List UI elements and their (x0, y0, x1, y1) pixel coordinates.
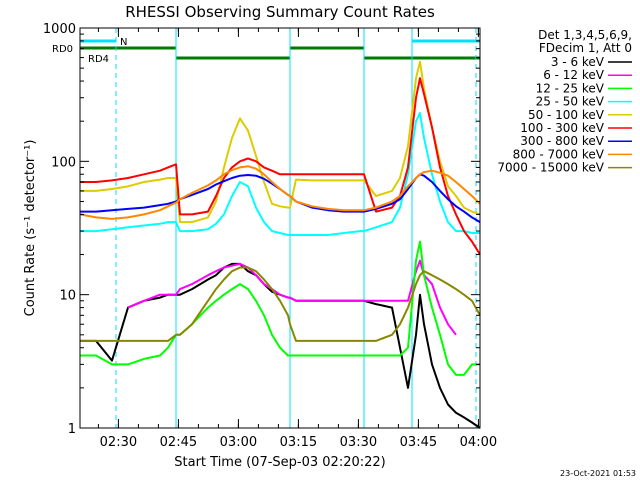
series-line-7 (79, 165, 481, 220)
flag-label-rd0: RD0 (52, 44, 73, 55)
series-line-1 (127, 259, 457, 336)
legend-label: 25 - 50 keV (536, 95, 605, 109)
series-line-3 (80, 112, 480, 236)
series-layer (79, 60, 481, 429)
legend-header-line-2: FDecim 1, Att 0 (539, 41, 632, 55)
series-line-5 (80, 77, 481, 256)
x-tick-label: 02:30 (100, 435, 137, 450)
legend-label: 12 - 25 keV (536, 81, 605, 95)
legend-header-line-1: Det 1,3,4,5,6,9, (538, 28, 632, 42)
timestamp: 23-Oct-2021 01:53 (560, 469, 636, 478)
y-tick-label: 1000 (43, 22, 76, 37)
x-tick-label: 02:45 (160, 435, 197, 450)
y-axis: 1 10 100 1000 (43, 22, 480, 437)
legend-label: 50 - 100 keV (528, 108, 605, 122)
x-tick-label: 03:00 (220, 435, 257, 450)
x-axis-label: Start Time (07-Sep-03 02:20:22) (174, 455, 385, 470)
legend-label: 100 - 300 keV (520, 121, 604, 135)
x-axis: 02:30 02:45 03:00 03:15 03:30 03:45 04:00 (97, 28, 497, 450)
flag-label-n: N (120, 37, 127, 48)
y-axis-label: Count Rate (s⁻¹ detector⁻¹) (23, 140, 38, 317)
flags-layer: N RD0 RD4 (52, 37, 480, 65)
chart-title: RHESSI Observing Summary Count Rates (125, 3, 435, 21)
legend: Det 1,3,4,5,6,9,FDecim 1, Att 03 - 6 keV… (497, 28, 632, 175)
x-tick-label: 04:00 (460, 435, 497, 450)
x-tick-label: 03:45 (400, 435, 437, 450)
x-tick-label: 03:30 (340, 435, 377, 450)
series-line-8 (80, 266, 481, 342)
legend-label: 6 - 12 keV (543, 68, 605, 82)
legend-label: 300 - 800 keV (520, 134, 604, 148)
y-tick-label: 100 (51, 155, 76, 170)
flag-label-rd4: RD4 (88, 54, 109, 65)
x-tick-label: 03:15 (280, 435, 317, 450)
y-tick-label: 10 (59, 289, 76, 304)
series-line-4 (80, 60, 481, 224)
legend-label: 800 - 7000 keV (513, 147, 605, 161)
legend-label: 3 - 6 keV (551, 55, 605, 69)
legend-label: 7000 - 15000 keV (497, 161, 604, 175)
plot-frame (79, 27, 481, 429)
y-tick-label: 1 (68, 422, 76, 437)
